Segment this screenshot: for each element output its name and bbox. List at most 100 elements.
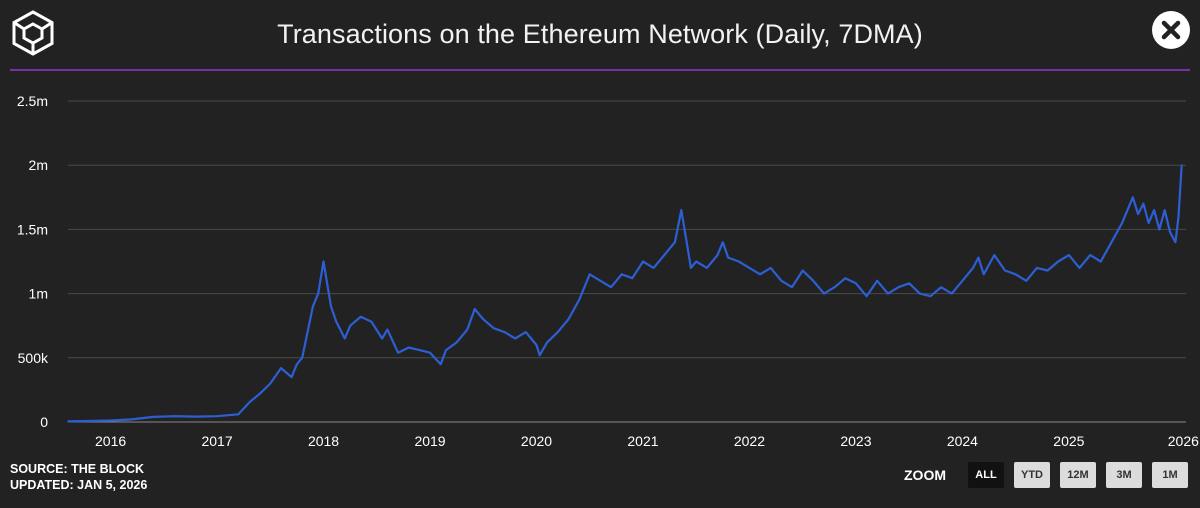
data-point (1131, 196, 1134, 199)
data-point (439, 363, 442, 366)
zoom-ytd-button[interactable]: YTD (1014, 462, 1050, 488)
data-point (982, 273, 985, 276)
data-point (258, 392, 261, 395)
cube-logo-icon (12, 10, 54, 56)
y-tick-label: 2.5m (17, 93, 48, 109)
data-point (546, 341, 548, 344)
data-point (876, 279, 879, 282)
data-point (1177, 215, 1180, 218)
data-point (1180, 164, 1183, 166)
data-point (1046, 269, 1049, 272)
data-point (791, 286, 793, 288)
data-point (290, 376, 293, 378)
zoom-1m-button[interactable]: 1M (1152, 462, 1188, 488)
data-point (631, 277, 634, 279)
data-point (695, 260, 698, 263)
x-tick-label: 2021 (627, 433, 658, 449)
zoom-12m-button[interactable]: 12M (1060, 462, 1096, 488)
data-point (131, 418, 133, 421)
data-point (1169, 231, 1171, 233)
x-tick-label: 2024 (947, 433, 978, 449)
zoom-all-button[interactable]: ALL (968, 462, 1004, 488)
data-point (1068, 254, 1070, 256)
updated-label: UPDATED: JAN 5, 2026 (10, 478, 148, 492)
data-point (706, 267, 708, 269)
data-point (344, 337, 346, 340)
data-point (349, 324, 351, 327)
y-tick-label: 2m (29, 157, 48, 173)
y-tick-label: 500k (18, 350, 49, 366)
x-tick-label: 2025 (1053, 433, 1084, 449)
data-point (269, 382, 272, 385)
source-note: SOURCE: THE BLOCK UPDATED: JAN 5, 2026 (10, 461, 147, 493)
data-point (1147, 222, 1150, 224)
zoom-controls: ZOOM ALL YTD 12M 3M 1M (904, 462, 1188, 488)
data-point (680, 209, 683, 211)
data-point (801, 269, 804, 272)
data-point (418, 349, 421, 351)
data-point (370, 321, 373, 323)
data-point (1142, 202, 1145, 205)
data-point (1174, 241, 1177, 244)
data-point (173, 415, 176, 418)
data-point (317, 292, 320, 295)
data-point (312, 305, 314, 308)
data-point (1078, 267, 1081, 269)
data-point (473, 308, 476, 310)
data-point (1036, 267, 1038, 269)
data-point (216, 415, 218, 418)
data-point (929, 295, 932, 297)
data-point (748, 267, 751, 269)
data-point (525, 331, 527, 333)
data-point (844, 277, 847, 279)
data-point (833, 286, 836, 288)
data-point (652, 267, 655, 269)
data-point (722, 241, 724, 244)
data-point (642, 260, 644, 263)
data-point (738, 260, 740, 263)
close-button[interactable] (1152, 11, 1190, 49)
data-point (823, 292, 825, 295)
data-point (865, 295, 868, 297)
data-point (1110, 241, 1113, 244)
chart-title: Transactions on the Ethereum Network (Da… (277, 19, 923, 49)
data-point (482, 318, 485, 321)
data-point (1137, 213, 1139, 215)
data-point (429, 351, 431, 354)
data-point (674, 241, 676, 244)
y-tick-label: 1.5m (17, 221, 48, 237)
zoom-3m-button[interactable]: 3M (1106, 462, 1142, 488)
data-point (961, 279, 964, 282)
data-point (716, 254, 719, 256)
data-point (360, 315, 362, 318)
data-point (194, 415, 197, 418)
data-point (908, 282, 910, 285)
data-point (325, 279, 328, 282)
data-point (397, 351, 399, 354)
data-point (381, 337, 383, 340)
data-point (567, 318, 570, 321)
data-point (588, 273, 591, 276)
x-tick-label: 2020 (521, 433, 552, 449)
data-point (1057, 260, 1060, 263)
data-point (620, 273, 623, 276)
data-point (514, 337, 516, 340)
data-point (455, 341, 458, 344)
data-point (769, 267, 772, 269)
title-divider (10, 69, 1190, 71)
data-point (1158, 228, 1161, 231)
data-point (1163, 209, 1166, 211)
data-point (1004, 269, 1006, 272)
data-point (466, 328, 469, 331)
data-point (855, 282, 857, 285)
data-point (280, 367, 282, 369)
series-line (67, 165, 1183, 423)
data-point (248, 401, 250, 404)
data-point (1089, 254, 1091, 256)
data-point (335, 321, 338, 323)
data-point (296, 363, 298, 366)
data-point (1025, 279, 1028, 282)
data-point (690, 267, 692, 269)
data-point (386, 328, 389, 331)
data-point (503, 331, 506, 333)
